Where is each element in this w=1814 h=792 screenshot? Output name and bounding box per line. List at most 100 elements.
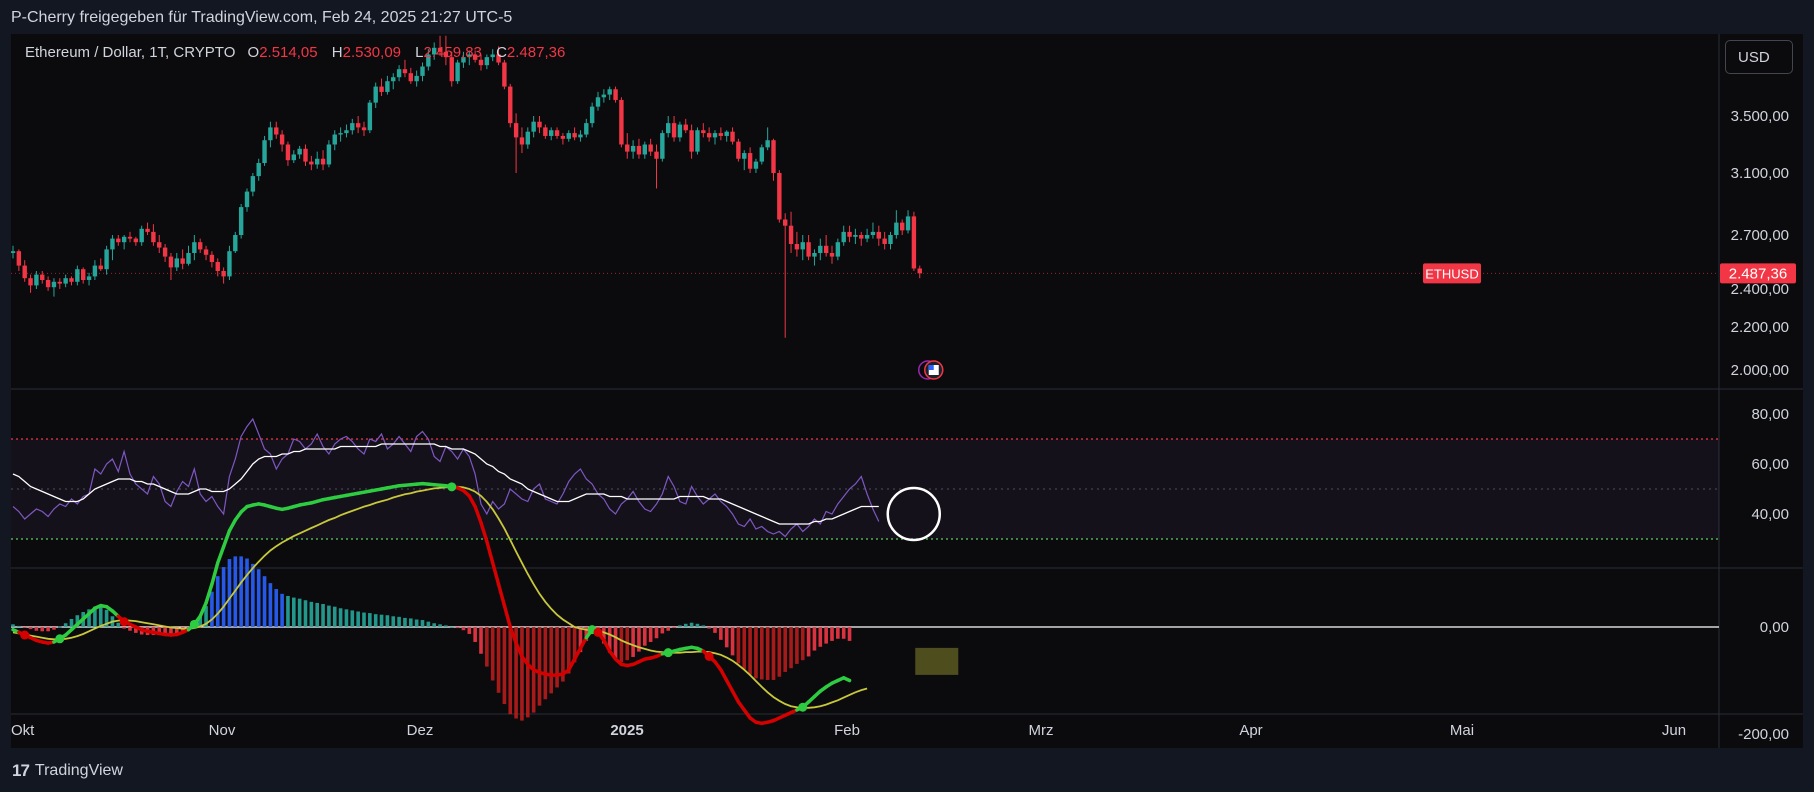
macd-histogram-bar (637, 627, 641, 652)
candle-body (98, 265, 103, 270)
macd-histogram-bar (11, 624, 15, 627)
close-value: 2.487,36 (506, 44, 566, 61)
last-price-symbol: ETHUSD (1425, 266, 1478, 281)
candle-body (549, 130, 554, 136)
macd-histogram-bar (28, 627, 33, 630)
candle-body (373, 86, 378, 103)
macd-histogram-bar (701, 625, 706, 627)
macd-histogram-bar (344, 609, 349, 627)
macd-histogram-bar (830, 627, 834, 641)
candle-body (771, 140, 776, 173)
macd-line-segment (841, 676, 852, 683)
macd-histogram-bar (286, 595, 290, 627)
price-tick-label: 2.200,00 (1731, 319, 1789, 336)
macd-histogram-bar (69, 618, 74, 627)
candle-body (765, 140, 770, 148)
rsi-tick-label: 80,00 (1751, 406, 1789, 423)
macd-histogram-bar (543, 627, 548, 700)
candle-body (677, 124, 683, 138)
candle-body (666, 123, 671, 134)
macd-histogram-bar (490, 627, 495, 681)
macd-histogram-bar (34, 627, 39, 631)
candle-body (829, 253, 835, 257)
candle-body (467, 54, 472, 58)
macd-histogram-bar (765, 627, 770, 680)
candle-body (783, 219, 788, 226)
macd-histogram-bar (572, 627, 577, 663)
candle-body (227, 251, 232, 277)
candle-body (139, 228, 144, 243)
chart-area[interactable]: 3.500,00 3.100,00 2.700,00 2.400,00 2.200,00… (11, 34, 1803, 748)
candle-body (671, 123, 677, 138)
candle-body (847, 231, 852, 237)
candle-body (145, 228, 150, 232)
time-tick-label: Jun (1662, 722, 1686, 739)
macd-histogram-bar (93, 606, 97, 627)
price-tick-label: 2.400,00 (1731, 281, 1789, 298)
macd-histogram-bar (806, 627, 811, 657)
macd-histogram-bar (75, 615, 80, 627)
candle-body (689, 130, 694, 152)
macd-histogram-bar (368, 613, 372, 627)
candle-body (198, 242, 203, 250)
candle-body (841, 231, 846, 243)
macd-histogram-bar (672, 627, 676, 628)
price-tick-label: 3.100,00 (1731, 165, 1789, 182)
macd-histogram-bar (251, 563, 255, 627)
candle-body (86, 276, 92, 280)
candle-body (303, 148, 308, 162)
last-price-value: 2.487,36 (1729, 265, 1787, 282)
currency-button[interactable]: USD (1725, 40, 1793, 74)
candle-body (560, 135, 566, 139)
candle-body (69, 278, 74, 282)
candle-body (642, 144, 647, 155)
macd-histogram-bar (707, 627, 711, 629)
close-label: C (496, 44, 507, 61)
macd-histogram-bar (227, 559, 232, 627)
candle-body (788, 225, 794, 244)
tradingview-icon: 17 (12, 761, 30, 780)
macd-line-segment (578, 635, 589, 651)
macd-cross-dot (20, 630, 30, 640)
macd-signal-line (12, 485, 868, 709)
macd-line-segment (198, 601, 208, 619)
macd-histogram-bar (783, 627, 787, 672)
macd-histogram-bar (514, 627, 518, 719)
macd-histogram-bar (654, 627, 659, 639)
macd-line-segment (719, 668, 729, 683)
macd-line-segment (572, 646, 583, 661)
time-tick-label: 2025 (610, 722, 643, 739)
candle-body (22, 265, 27, 279)
macd-histogram-bar (52, 627, 56, 630)
macd-line-segment (467, 494, 477, 509)
macd-histogram-bar (584, 627, 589, 641)
candle-body (730, 131, 735, 142)
macd-histogram-bar (268, 583, 273, 627)
macd-histogram-bar (812, 627, 817, 651)
candle-body (853, 235, 858, 237)
tradingview-logo[interactable]: 17 TradingView (12, 761, 123, 781)
macd-histogram-bar (444, 625, 448, 627)
candle-body (660, 133, 665, 159)
chart-grid (11, 34, 1803, 748)
macd-histogram-bar (116, 622, 121, 627)
candle-body (315, 158, 320, 165)
macd-histogram-bar (678, 625, 682, 627)
axes: 3.500,00 3.100,00 2.700,00 2.400,00 2.200,00… (11, 108, 1796, 743)
macd-histogram-bar (432, 623, 436, 627)
macd-histogram-bar (327, 605, 331, 627)
macd-histogram-bar (221, 567, 226, 627)
macd-line-segment (227, 518, 238, 533)
candle-body (75, 269, 80, 282)
macd-histogram-bar (467, 627, 472, 634)
macd-histogram-bar (63, 623, 68, 627)
macd-histogram-bar (666, 627, 670, 631)
macd-histogram-bar (414, 619, 419, 627)
chart-canvas[interactable]: 3.500,00 3.100,00 2.700,00 2.400,00 2.200,00… (11, 34, 1803, 748)
macd-histogram-bar (771, 627, 776, 680)
candle-body (104, 249, 109, 270)
time-tick-label: Feb (834, 722, 860, 739)
macd-histogram-bar (175, 627, 179, 634)
macd-line-segment (514, 641, 524, 659)
macd-histogram-bar (748, 627, 752, 675)
